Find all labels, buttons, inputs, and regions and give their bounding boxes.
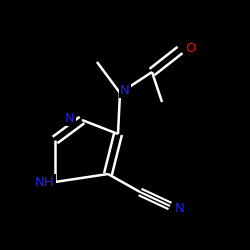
Text: N: N: [175, 202, 185, 214]
Text: NH: NH: [35, 176, 55, 188]
Text: N: N: [120, 84, 130, 96]
Text: O: O: [185, 42, 195, 54]
Text: N: N: [65, 112, 75, 124]
